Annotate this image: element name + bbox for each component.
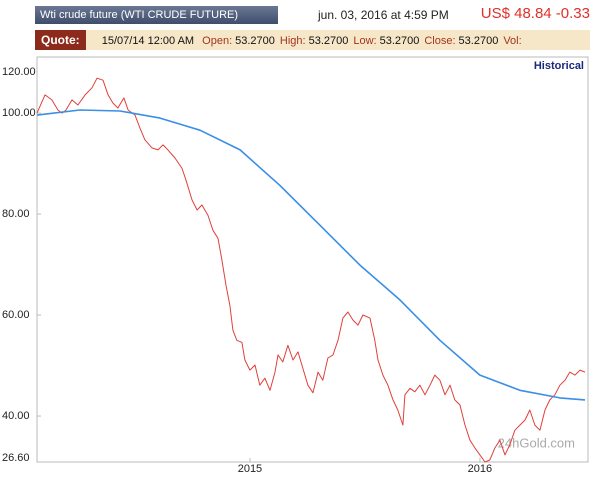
price-line <box>36 77 586 463</box>
range-label[interactable]: Historical <box>534 60 584 72</box>
x-tick-label: 2016 <box>468 463 492 475</box>
y-tick-label: 60.00 <box>2 309 30 321</box>
quote-field-value: 53.2700 <box>458 35 499 47</box>
quote-field-name: Open: <box>202 35 233 47</box>
quote-field-name: High: <box>279 35 306 47</box>
quote-field-name: Vol: <box>503 35 522 47</box>
quote-label: Quote: <box>35 30 86 50</box>
timestamp: jun. 03, 2016 at 4:59 PM <box>318 8 449 22</box>
y-tick-label: 100.00 <box>2 107 36 119</box>
quote-field-value: 53.2700 <box>379 35 420 47</box>
quote-fields: Open: 53.2700 High: 53.2700 Low: 53.2700 Close… <box>197 35 522 47</box>
y-end-label: 26.60 <box>2 452 30 464</box>
watermark: 24hGold.com <box>498 435 575 450</box>
instrument-title: Wti crude future (WTI CRUDE FUTURE) <box>35 6 278 24</box>
y-tick-label: 40.00 <box>2 410 30 422</box>
quote-bar: Quote: 15/07/14 12:00 AM Open: 53.2700 Hig… <box>35 30 590 50</box>
quote-field-name: Close: <box>424 35 456 47</box>
price-line <box>36 109 586 401</box>
quote-field-value: 53.2700 <box>235 35 275 47</box>
quote-date: 15/07/14 12:00 AM <box>101 35 195 47</box>
y-end-label: 120.00 <box>2 66 36 78</box>
price: US$ 48.84 -0.33 <box>480 5 590 22</box>
quote-field-name: Low: <box>353 35 377 47</box>
x-tick-label: 2015 <box>238 463 262 475</box>
plot-frame <box>36 56 589 463</box>
quote-field-value: 53.2700 <box>308 35 349 47</box>
y-tick-label: 80.00 <box>2 208 30 220</box>
